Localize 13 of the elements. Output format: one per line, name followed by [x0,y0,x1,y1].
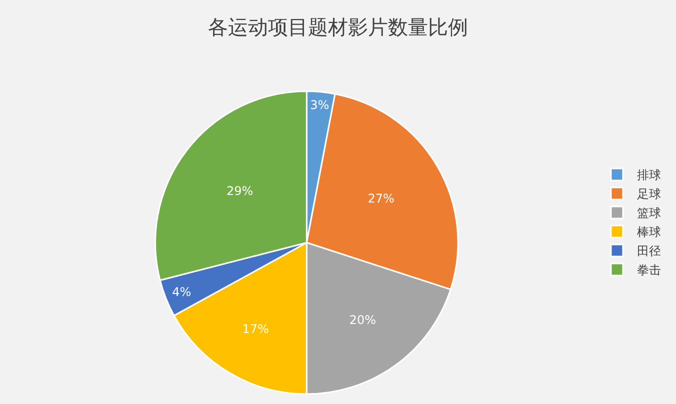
data-label: 4% [172,285,192,300]
data-label: 27% [368,192,394,206]
legend-label: 棒球 [636,225,661,240]
legend-label: 篮球 [636,206,661,220]
legend-label: 排球 [636,168,661,182]
legend-label: 田径 [636,244,661,258]
chart-title: 各运动项目题材影片数量比例 [208,15,468,40]
legend-label: 拳击 [636,263,661,278]
data-label: 29% [226,184,254,198]
data-label: 17% [242,322,269,336]
data-label: 20% [349,312,376,327]
data-label: 3% [310,98,330,112]
legend-label: 足球 [636,187,661,202]
